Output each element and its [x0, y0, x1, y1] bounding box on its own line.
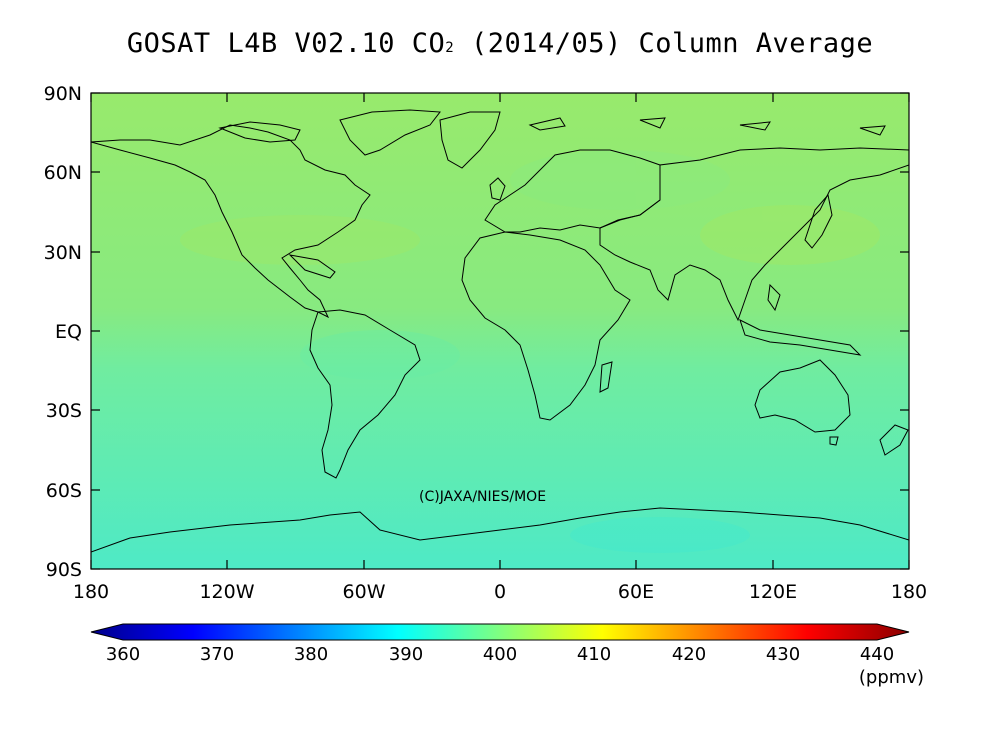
lon-label-0: 0 [494, 581, 506, 603]
australia-outline [754, 359, 851, 433]
title-suffix: (2014/05) Column Average [454, 28, 874, 59]
co2-field [91, 93, 909, 569]
colorbar-tick-400: 400 [483, 644, 517, 665]
colorbar-tick-420: 420 [672, 644, 706, 665]
lon-label-60e: 60E [618, 581, 654, 603]
title-main: GOSAT L4B V02.10 CO [126, 28, 446, 59]
greenland-outline [439, 111, 501, 169]
colorbar-tick-410: 410 [577, 644, 611, 665]
colorbar-tick-390: 390 [389, 644, 423, 665]
colorbar-tick-440: 440 [860, 644, 894, 665]
colorbar-unit: (ppmv) [859, 667, 924, 688]
lon-label-60w: 60W [343, 581, 386, 603]
lat-label-30s: 30S [46, 400, 82, 422]
lon-label-180e: 180 [891, 581, 927, 603]
colorbar-tick-370: 370 [200, 644, 234, 665]
lat-label-30n: 30N [44, 242, 82, 264]
lat-label-eq: EQ [55, 321, 82, 343]
lat-label-90n: 90N [44, 83, 82, 105]
colorbar-tick-360: 360 [106, 644, 140, 665]
lat-label-60n: 60N [44, 162, 82, 184]
south-america-outline [309, 309, 421, 479]
field-variation [180, 150, 880, 553]
lon-label-180w: 180 [73, 581, 109, 603]
lat-label-90s: 90S [46, 559, 82, 581]
africa-outline [461, 231, 631, 421]
colorbar-tick-430: 430 [766, 644, 800, 665]
north-america-outline [91, 124, 371, 319]
colorbar [90, 623, 910, 641]
colorbar-ticks: 360 370 380 390 400 410 420 430 440 [106, 644, 894, 665]
lon-label-120e: 120E [749, 581, 797, 603]
lon-label-120w: 120W [199, 581, 254, 603]
coastlines [91, 109, 909, 569]
colorbar-tick-380: 380 [294, 644, 328, 665]
copyright-text: (C)JAXA/NIES/MOE [419, 489, 546, 505]
antarctica-outline [91, 507, 909, 569]
asia-outline [599, 147, 909, 322]
title-subscript: 2 [445, 40, 455, 56]
lat-label-60s: 60S [46, 480, 82, 502]
map-title: GOSAT L4B V02.10 CO2 (2014/05) Column Av… [0, 28, 1000, 59]
tick-marks [90, 92, 910, 570]
